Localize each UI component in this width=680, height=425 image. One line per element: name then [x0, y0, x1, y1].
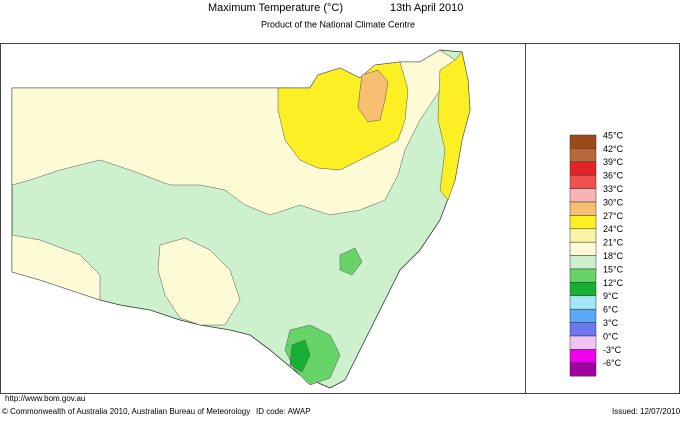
legend-label: 0°C [603, 331, 619, 341]
legend-swatch [569, 282, 597, 297]
footer-copyright: © Commonwealth of Australia 2010, Austra… [2, 407, 250, 416]
legend-swatch [569, 268, 597, 283]
legend-swatch [569, 349, 597, 364]
legend-frame [525, 43, 680, 394]
region-21-west [11, 234, 101, 301]
region-12 [289, 339, 311, 373]
legend-label: 39°C [603, 157, 624, 167]
legend-swatch [569, 308, 597, 323]
region-30 [357, 69, 389, 123]
footer-id: ID code: AWAP [256, 407, 311, 416]
legend-label: 33°C [603, 184, 624, 194]
legend-swatch [569, 215, 597, 230]
legend-label: 18°C [603, 251, 624, 261]
region-15-north [339, 247, 363, 276]
legend-swatch [569, 161, 597, 176]
legend-label: -3°C [603, 345, 622, 355]
legend-label: 30°C [603, 197, 624, 207]
legend-label: 45°C [603, 130, 624, 140]
legend-label: 27°C [603, 211, 624, 221]
legend-label: 12°C [603, 278, 624, 288]
legend-label: 6°C [603, 305, 619, 315]
region-21-central [157, 237, 241, 326]
legend-swatch [569, 335, 597, 350]
legend-label: 36°C [603, 171, 624, 181]
title: Maximum Temperature (°C) [208, 2, 343, 14]
legend-swatch [569, 241, 597, 256]
legend-label: 24°C [603, 224, 624, 234]
map [11, 49, 471, 389]
footer-url: http://www.bom.gov.au [5, 394, 85, 403]
legend-label: 9°C [603, 291, 619, 301]
legend-label: 21°C [603, 238, 624, 248]
legend-label: 42°C [603, 144, 624, 154]
legend-swatch [569, 188, 597, 203]
footer-issued: Issued: 12/07/2010 [612, 407, 680, 416]
legend: 45°C 42°C 39°C 36°C 33°C 30°C 27°C 24°C 21°C 18°C… [569, 130, 624, 377]
legend-swatch [569, 295, 597, 310]
legend-swatch [569, 201, 597, 216]
legend-label: 15°C [603, 264, 624, 274]
date: 13th April 2010 [390, 2, 463, 14]
legend-label: -6°C [603, 358, 622, 368]
legend-swatch [569, 322, 597, 337]
subtitle: Product of the National Climate Centre [261, 19, 415, 29]
legend-label: 3°C [603, 318, 619, 328]
legend-swatch [569, 362, 597, 377]
legend-swatch [569, 228, 597, 243]
legend-swatch [569, 255, 597, 270]
legend-swatch [569, 174, 597, 189]
legend-swatch [569, 134, 597, 149]
region-27-coast [437, 51, 471, 201]
legend-swatch [569, 148, 597, 163]
